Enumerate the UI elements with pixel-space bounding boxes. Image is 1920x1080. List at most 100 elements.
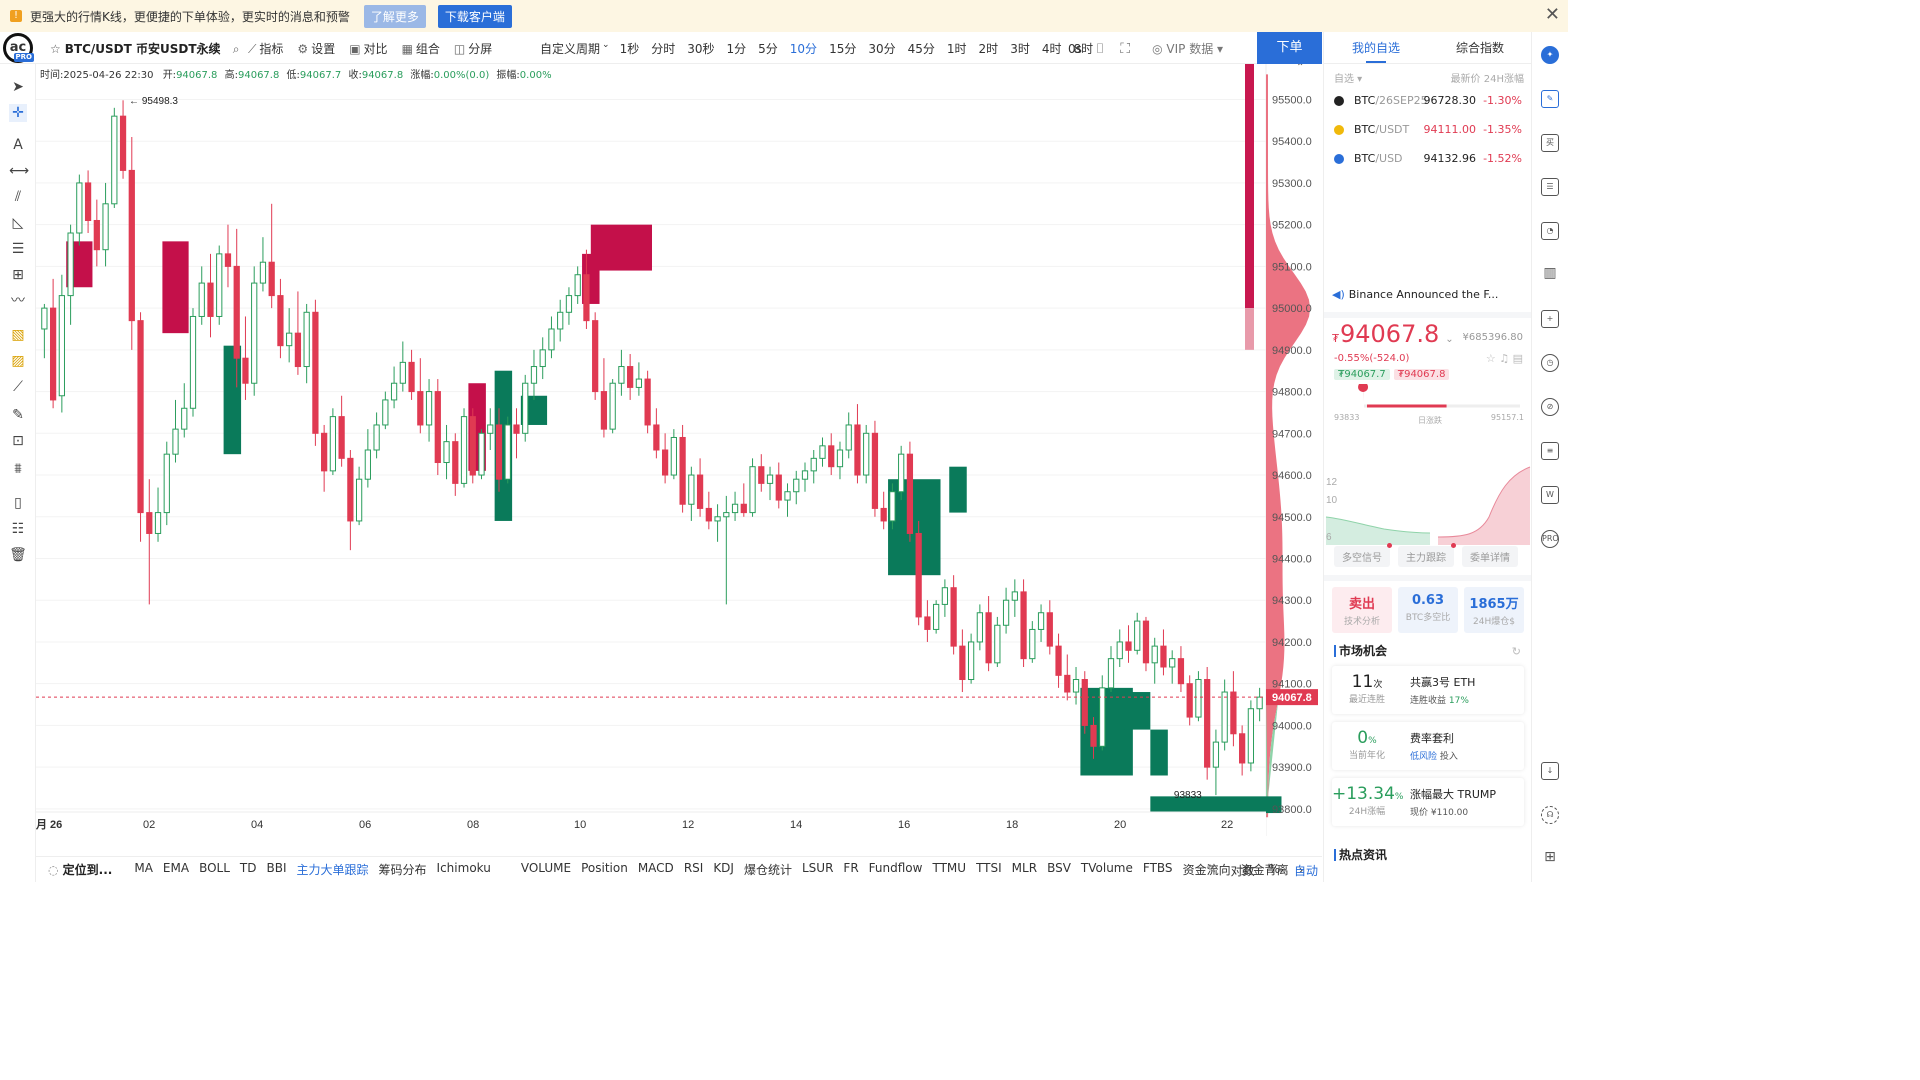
candle-body[interactable] <box>845 424 852 451</box>
pen-icon[interactable]: ✎ <box>12 407 24 423</box>
candle-body[interactable] <box>1247 708 1255 764</box>
candle-body[interactable] <box>224 253 232 267</box>
channel-tool-icon[interactable]: ⫽ <box>14 189 22 205</box>
stat-card[interactable]: 0.63 BTC多空比 <box>1398 587 1458 633</box>
settings-button[interactable]: ⚙ 设置 <box>297 42 336 56</box>
candle-body[interactable] <box>286 332 293 347</box>
add-widget-icon[interactable]: + <box>1541 310 1559 328</box>
candle-body[interactable] <box>154 512 162 534</box>
pattern-tool-icon[interactable]: ▧ <box>11 327 25 343</box>
candle-body[interactable] <box>1081 679 1088 726</box>
candle-body[interactable] <box>1256 696 1263 710</box>
candle-body[interactable] <box>172 428 179 455</box>
log-scale-toggle[interactable]: 对数 <box>1230 864 1255 878</box>
more-indicators-button[interactable]: › <box>1298 862 1304 877</box>
candle-body[interactable] <box>644 378 651 426</box>
period-11[interactable]: 3时 <box>1010 42 1030 56</box>
text-tool-icon[interactable]: A <box>13 137 23 153</box>
indicator-19[interactable]: MLR <box>1011 861 1038 875</box>
candle-body[interactable] <box>49 307 57 401</box>
lock-icon[interactable]: ⊡ <box>12 433 24 449</box>
pattern2-tool-icon[interactable]: ▨ <box>11 353 25 369</box>
time-axis[interactable] <box>36 812 1266 836</box>
indicator-0[interactable]: MA <box>134 861 153 875</box>
candle-body[interactable] <box>985 612 992 664</box>
candle-body[interactable] <box>303 311 310 368</box>
rect-tool-icon[interactable]: ⊞ <box>12 267 24 283</box>
candle-body[interactable] <box>731 503 739 514</box>
candle-body[interactable] <box>967 641 975 681</box>
candle-body[interactable] <box>1125 641 1132 651</box>
candle-body[interactable] <box>469 416 476 476</box>
period-10[interactable]: 2时 <box>978 42 999 56</box>
candle-body[interactable] <box>425 391 433 426</box>
trash-icon[interactable]: 🗑 <box>9 547 27 563</box>
chart-canvas[interactable]: 94067.8 95500.0 95400.0 95300.0 95200.0 95100… <box>36 64 1322 836</box>
candle-body[interactable] <box>347 457 354 522</box>
triangle-tool-icon[interactable]: ◺ <box>12 215 24 231</box>
candle-body[interactable] <box>950 587 957 647</box>
candle-body[interactable] <box>338 416 345 459</box>
period-9[interactable]: 1时 <box>946 42 967 56</box>
tab-main-tracking[interactable]: 主力跟踪 <box>1398 543 1456 567</box>
candle-body[interactable] <box>810 457 817 472</box>
place-order-button[interactable]: 下单 <box>1257 32 1322 64</box>
candle-body[interactable] <box>863 432 870 476</box>
bookmark-icon[interactable]: ▯ <box>14 495 22 511</box>
candle-body[interactable] <box>216 253 223 317</box>
candle-body[interactable] <box>1177 658 1185 685</box>
alert-icons[interactable]: ☆ ♫ ▤ <box>1486 352 1523 365</box>
indicator-2[interactable]: BOLL <box>199 861 230 875</box>
period-4[interactable]: 5分 <box>758 42 778 56</box>
candle-body[interactable] <box>1204 679 1211 768</box>
candle-body[interactable] <box>1072 679 1080 693</box>
candle-body[interactable] <box>1037 612 1045 630</box>
period-5[interactable]: 10分 <box>789 42 818 56</box>
candle-body[interactable] <box>312 311 319 434</box>
candle-body[interactable] <box>1116 641 1123 660</box>
candle-body[interactable] <box>233 265 240 359</box>
camera-icon[interactable]: ⌷ <box>1095 40 1105 57</box>
candle-body[interactable] <box>1055 645 1062 676</box>
candle-body[interactable] <box>198 282 205 317</box>
candle-body[interactable] <box>828 445 835 468</box>
candle-body[interactable] <box>1212 741 1220 768</box>
chevron-down-icon[interactable]: ⌄ <box>602 40 610 50</box>
close-icon[interactable]: ✕ <box>1544 4 1560 25</box>
candle-body[interactable] <box>766 474 774 484</box>
candle-body[interactable] <box>836 449 844 468</box>
watchlist-filter[interactable]: 自选 <box>1334 74 1354 85</box>
combo-button[interactable]: ▦ 组合 <box>401 42 440 56</box>
watchlist-row[interactable]: BTC/26SEP25 96728.30 -1.30% <box>1332 94 1524 114</box>
candle-body[interactable] <box>41 307 48 330</box>
star-icon[interactable]: ☆ <box>1485 352 1496 365</box>
symbol-selector[interactable]: ☆ BTC/USDT 币安USDT永续 ⌕ <box>50 40 239 57</box>
candle-body[interactable] <box>1002 599 1010 626</box>
period-7[interactable]: 30分 <box>868 42 896 56</box>
period-13[interactable]: 8时 <box>1073 42 1094 56</box>
candle-body[interactable] <box>102 203 109 251</box>
candle-body[interactable] <box>1142 620 1150 664</box>
candle-body[interactable] <box>163 453 170 514</box>
star-icon[interactable]: ☆ <box>50 42 61 56</box>
indicator-4[interactable]: BBI <box>266 861 287 875</box>
candle-body[interactable] <box>1046 612 1053 647</box>
ruler-icon[interactable]: ⟋ <box>13 379 23 395</box>
candle-body[interactable] <box>618 366 625 384</box>
candle-body[interactable] <box>600 391 608 430</box>
candle-body[interactable] <box>548 328 555 351</box>
candle-body[interactable] <box>207 282 214 317</box>
chart-list-icon[interactable]: ☰ <box>1541 178 1559 196</box>
compare-button[interactable]: ▣ 对比 <box>349 42 388 56</box>
candle-body[interactable] <box>1020 591 1027 660</box>
stat-card[interactable]: 卖出 技术分析 <box>1332 587 1392 633</box>
candle-body[interactable] <box>574 274 581 297</box>
list-icon[interactable]: ☷ <box>11 521 25 537</box>
indicator-24[interactable]: 资金背离 <box>1240 863 1289 877</box>
indicator-20[interactable]: BSV <box>1047 861 1071 875</box>
candle-body[interactable] <box>294 332 302 368</box>
ai-icon[interactable]: ✦ <box>1541 46 1559 64</box>
alert-list-icon[interactable]: ◔ <box>1541 222 1559 240</box>
candle-body[interactable] <box>749 466 756 514</box>
candle-body[interactable] <box>513 424 520 434</box>
